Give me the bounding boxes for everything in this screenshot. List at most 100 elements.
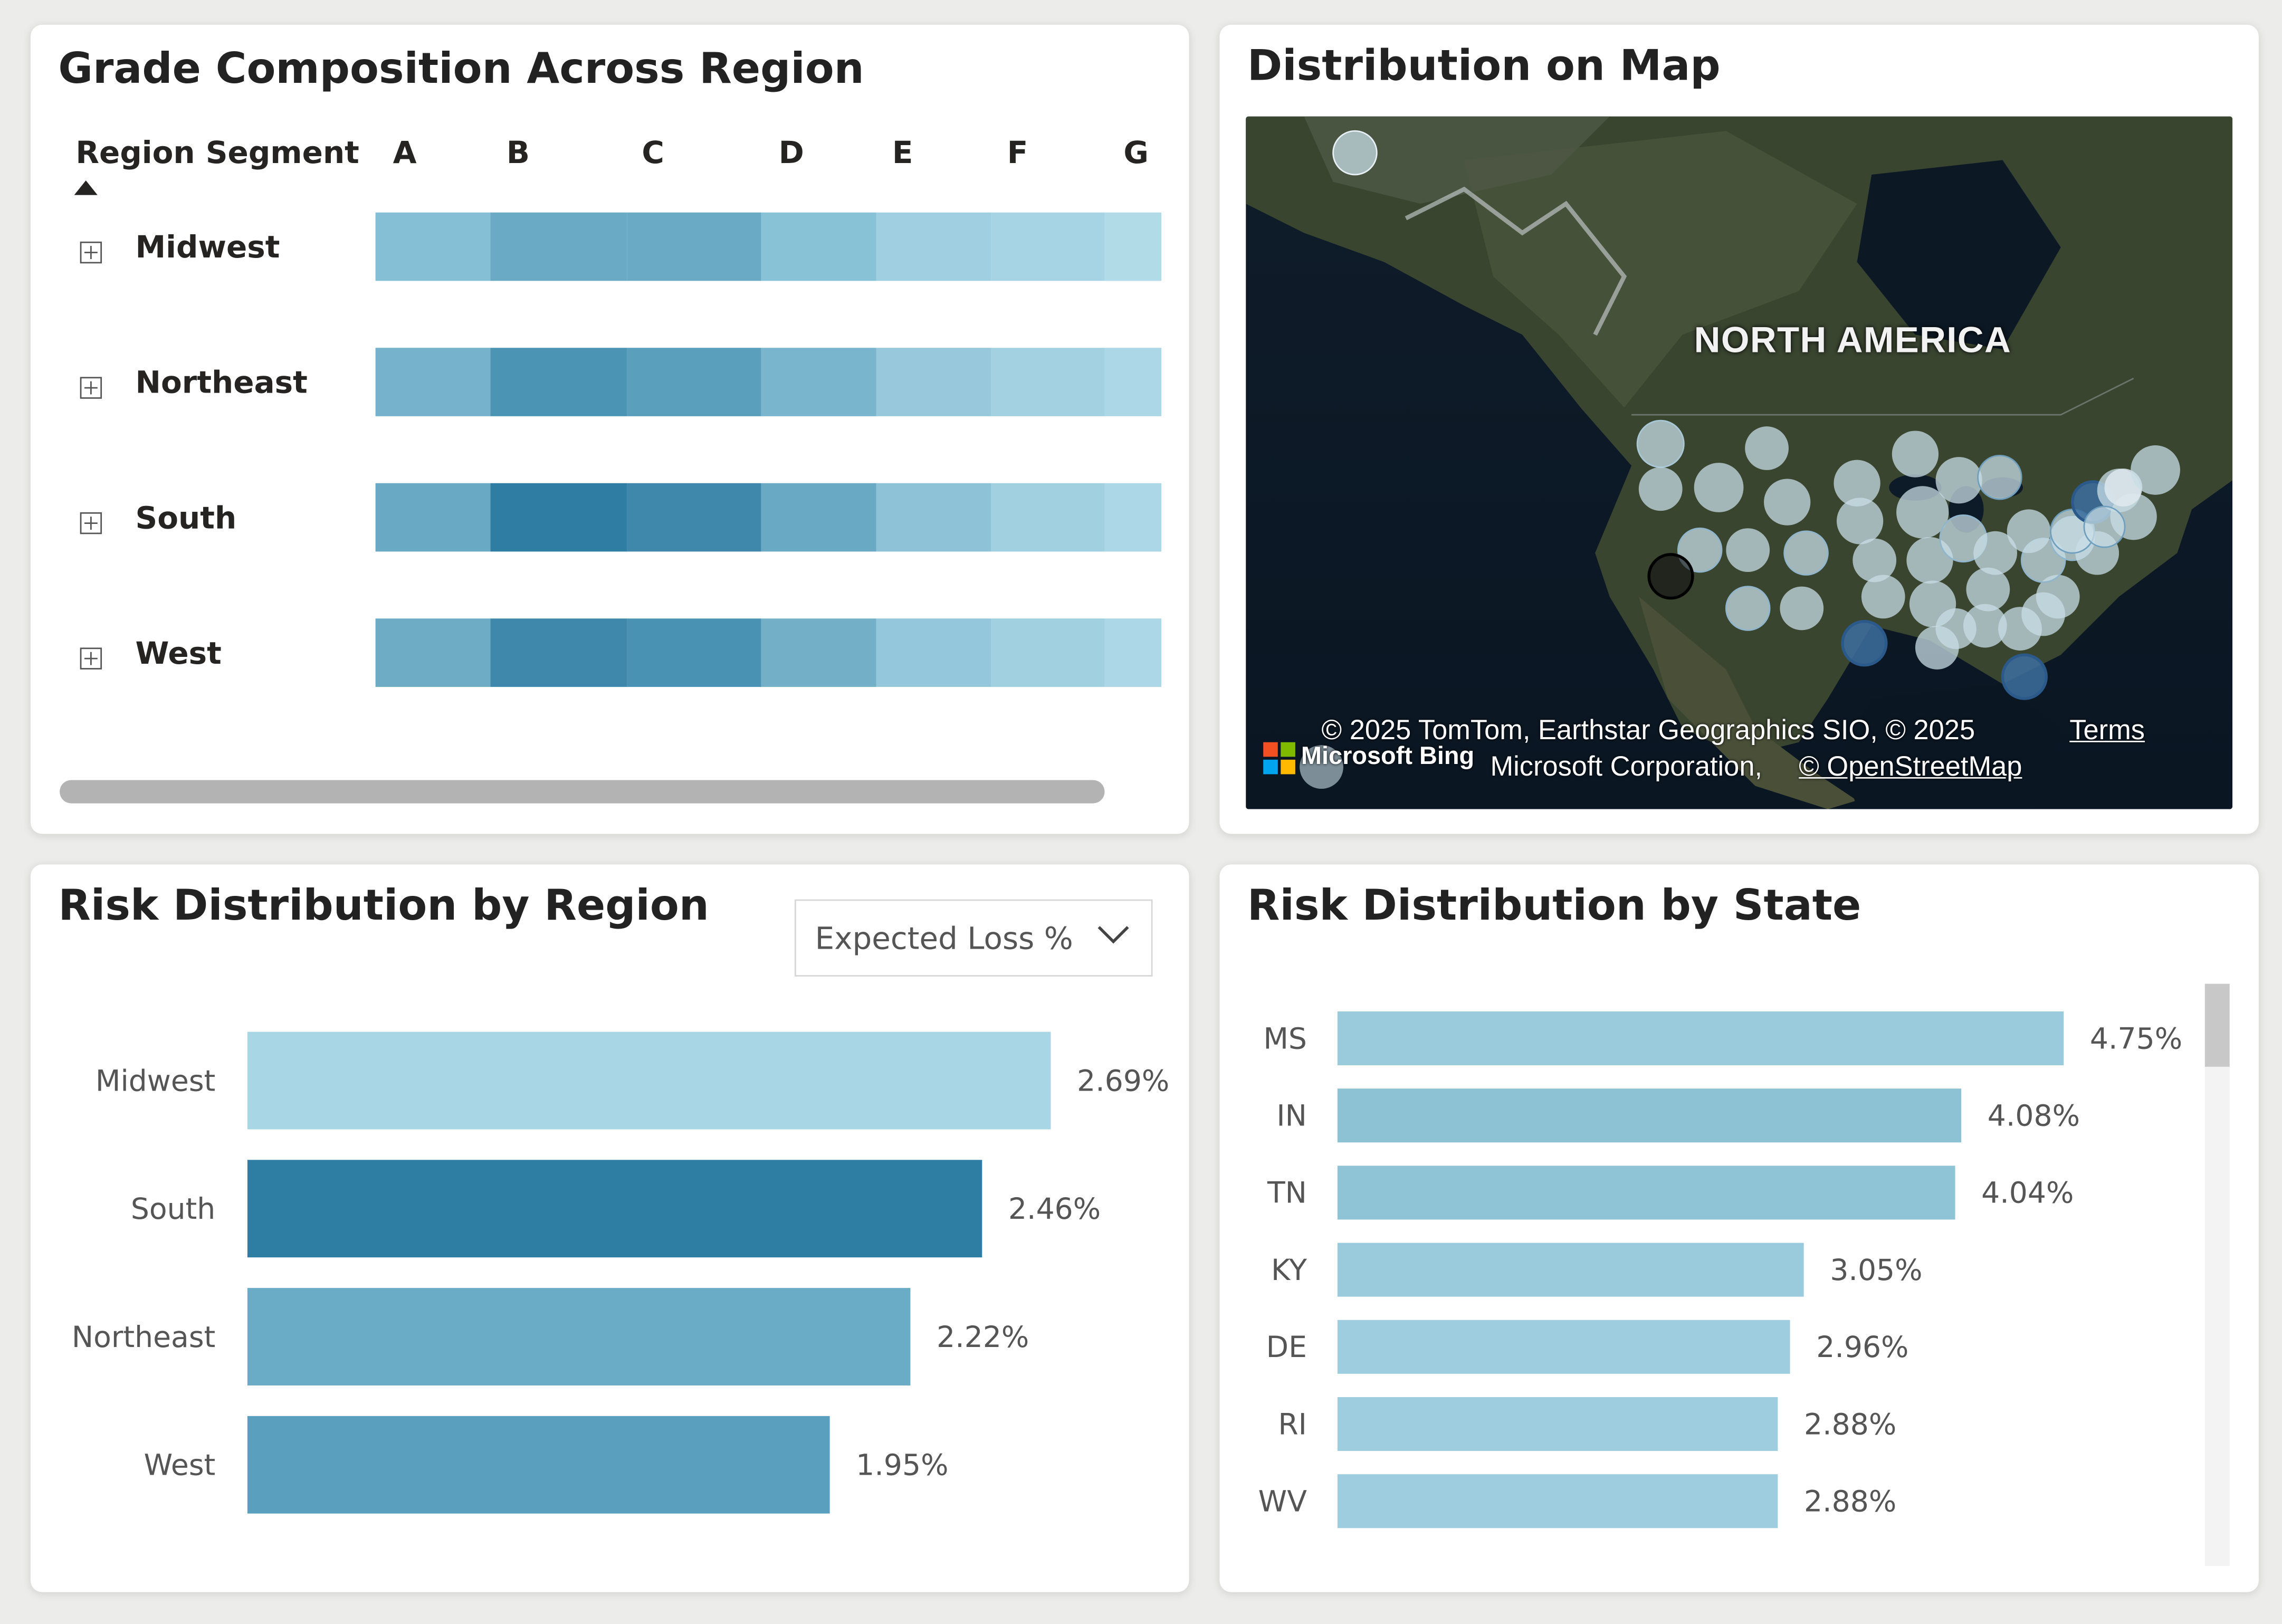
measure-dropdown[interactable]: Expected Loss % xyxy=(795,899,1153,977)
grade-cell-west-g[interactable] xyxy=(1104,618,1162,687)
bar-south[interactable] xyxy=(247,1160,982,1258)
grade-cell-west-a[interactable] xyxy=(375,618,491,687)
grade-cell-midwest-c[interactable] xyxy=(627,212,761,281)
grade-cell-northeast-e[interactable] xyxy=(876,348,991,416)
grade-header-c: C xyxy=(642,135,664,170)
microsoft-logo-icon xyxy=(1263,742,1295,775)
row-label-south: South xyxy=(135,500,237,536)
vertical-scrollbar-track[interactable] xyxy=(2204,983,2230,1566)
map-markers[interactable] xyxy=(1300,130,2180,789)
category-label: IN xyxy=(1276,1100,1307,1133)
bar-ky[interactable] xyxy=(1337,1243,1804,1297)
land-arctic xyxy=(1304,116,1610,204)
grade-cell-south-b[interactable] xyxy=(490,483,627,552)
grade-cell-midwest-a[interactable] xyxy=(375,212,491,281)
grade-cell-northeast-g[interactable] xyxy=(1104,348,1162,416)
grade-cell-northeast-c[interactable] xyxy=(627,348,761,416)
expand-midwest-icon[interactable] xyxy=(80,241,102,264)
category-label: West xyxy=(144,1449,216,1483)
risk-by-state-card xyxy=(1219,864,2259,1592)
bar-in[interactable] xyxy=(1337,1088,1962,1143)
data-label: 2.88% xyxy=(1804,1408,1896,1441)
horizontal-scrollbar[interactable] xyxy=(60,780,1105,804)
sort-ascending-icon[interactable] xyxy=(74,180,98,195)
grade-cell-northeast-a[interactable] xyxy=(375,348,491,416)
grade-cell-west-f[interactable] xyxy=(991,618,1105,687)
bar-ri[interactable] xyxy=(1337,1397,1778,1451)
grade-cell-south-c[interactable] xyxy=(627,483,761,552)
bar-wv[interactable] xyxy=(1337,1474,1778,1529)
bing-brand: Microsoft Bing xyxy=(1301,742,1475,770)
category-label: MS xyxy=(1263,1022,1307,1056)
us-border xyxy=(1631,377,2134,416)
grade-cell-northeast-d[interactable] xyxy=(761,348,876,416)
attribution-line-2: Microsoft Corporation, xyxy=(1490,752,1763,783)
grade-cell-midwest-f[interactable] xyxy=(991,212,1105,281)
data-label: 2.22% xyxy=(937,1321,1029,1354)
risk-by-state-chart: MS 4.75% IN 4.08% TN 4.04% KY 3.05% DE 2.96% RI 2.8… xyxy=(1258,1011,2182,1529)
risk-by-region-chart: Midwest 2.69% South 2.46% Northeast 2.22% West… xyxy=(72,1031,1169,1514)
data-label: 3.05% xyxy=(1830,1254,1922,1287)
bar-midwest[interactable] xyxy=(247,1031,1051,1130)
grade-composition-card xyxy=(30,24,1189,834)
bar-de[interactable] xyxy=(1337,1320,1790,1374)
terms-link[interactable]: Terms xyxy=(2069,716,2145,747)
data-label: 4.04% xyxy=(1981,1177,2074,1210)
data-label: 2.96% xyxy=(1816,1331,1908,1364)
bar-west[interactable] xyxy=(247,1416,830,1514)
grade-cell-midwest-d[interactable] xyxy=(761,212,876,281)
grade-cell-midwest-b[interactable] xyxy=(490,212,627,281)
mexico xyxy=(1638,596,1857,809)
data-label: 4.75% xyxy=(2090,1022,2182,1056)
map-canvas xyxy=(1246,116,2233,809)
grade-cell-west-b[interactable] xyxy=(490,618,627,687)
grade-cell-south-g[interactable] xyxy=(1104,483,1162,552)
grade-composition-title: Grade Composition Across Region xyxy=(58,43,864,93)
expand-south-icon[interactable] xyxy=(80,512,102,534)
bar-ms[interactable] xyxy=(1337,1011,2064,1066)
vertical-scrollbar-thumb[interactable] xyxy=(2204,983,2230,1067)
openstreetmap-link[interactable]: © OpenStreetMap xyxy=(1799,752,2022,783)
map-title: Distribution on Map xyxy=(1247,41,1721,91)
category-label: TN xyxy=(1267,1177,1307,1210)
grade-cell-west-c[interactable] xyxy=(627,618,761,687)
grade-cell-midwest-e[interactable] xyxy=(876,212,991,281)
grade-cell-west-e[interactable] xyxy=(876,618,991,687)
expand-west-icon[interactable] xyxy=(80,647,102,670)
row-label-midwest: Midwest xyxy=(135,230,280,265)
attribution-line-1: © 2025 TomTom, Earthstar Geographics SIO… xyxy=(1321,716,1975,747)
category-label: South xyxy=(131,1192,215,1226)
grade-header-g: G xyxy=(1123,135,1149,170)
risk-by-region-title: Risk Distribution by Region xyxy=(58,880,709,930)
data-label: 4.08% xyxy=(1988,1100,2080,1133)
grade-header-a: A xyxy=(393,135,417,170)
category-label: DE xyxy=(1266,1331,1307,1364)
grade-header-d: D xyxy=(778,135,804,170)
chevron-down-icon xyxy=(1097,926,1129,944)
bar-tn[interactable] xyxy=(1337,1166,1955,1220)
grade-cell-south-d[interactable] xyxy=(761,483,876,552)
grade-cell-south-f[interactable] xyxy=(991,483,1105,552)
bar-northeast[interactable] xyxy=(247,1288,911,1386)
row-label-west: West xyxy=(135,636,222,671)
land-highlands xyxy=(1464,131,1857,408)
grade-cell-northeast-b[interactable] xyxy=(490,348,627,416)
risk-by-state-title: Risk Distribution by State xyxy=(1247,880,1861,930)
grade-cell-northeast-f[interactable] xyxy=(991,348,1105,416)
region-segment-header[interactable]: Region Segment xyxy=(75,135,359,170)
measure-dropdown-value: Expected Loss % xyxy=(815,921,1073,957)
expand-northeast-icon[interactable] xyxy=(80,377,102,399)
category-label: WV xyxy=(1258,1485,1307,1518)
grade-cell-south-a[interactable] xyxy=(375,483,491,552)
snow-line xyxy=(1405,186,1627,336)
gulf-of-mexico xyxy=(1842,684,2061,809)
data-label: 2.69% xyxy=(1077,1064,1169,1098)
grade-header-b: B xyxy=(506,135,530,170)
hudson-bay xyxy=(1857,160,2061,349)
map-view[interactable]: NORTH AMERICA Microsoft Bing © 2025 TomT… xyxy=(1246,116,2233,809)
grade-cell-south-e[interactable] xyxy=(876,483,991,552)
category-label: Northeast xyxy=(72,1321,215,1354)
grade-cell-west-d[interactable] xyxy=(761,618,876,687)
grade-cell-midwest-g[interactable] xyxy=(1104,212,1162,281)
